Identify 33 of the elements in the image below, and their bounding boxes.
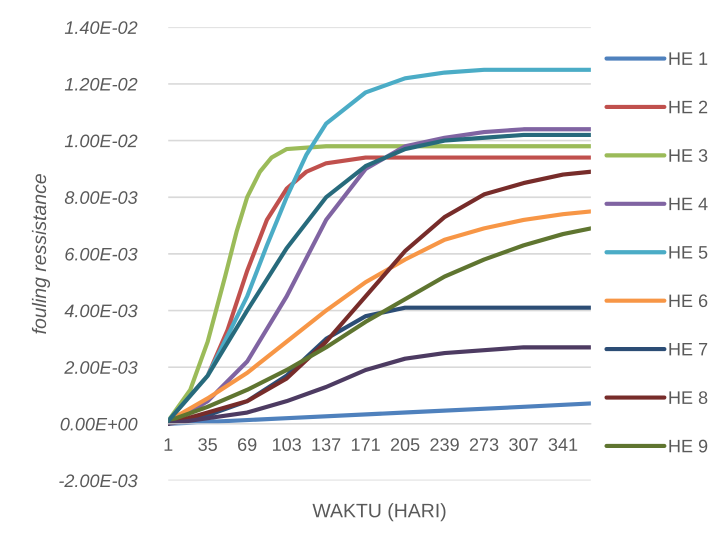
x-tick-label: 137 [312,438,340,451]
x-tick-label: 103 [272,438,301,451]
y-tick-label: 1.40E-02 [64,21,138,34]
legend-label: HE 7 [669,342,708,356]
legend-label: HE 3 [669,149,708,162]
x-tick-label: 273 [470,438,498,451]
y-tick-label: 6.00E-03 [65,248,138,261]
y-tick-label: 2.00E-03 [64,361,138,374]
x-tick-label: 1 [164,438,172,451]
legend-label: HE 2 [669,100,708,114]
legend-label: HE 1 [669,52,708,65]
x-tick-label: 35 [198,438,217,451]
legend-label: HE 9 [669,440,708,452]
x-tick-label: 205 [390,438,420,451]
x-tick-label: 341 [548,438,578,451]
legend-label: HE 6 [669,294,708,308]
line-series [168,401,591,426]
line-series [168,345,591,426]
y-tick-label: -2.00E-03 [59,474,138,488]
y-tick-label: 8.00E-03 [64,191,138,204]
y-tick-label: 1.20E-02 [64,78,138,91]
legend-label: HE 4 [669,198,708,210]
y-axis-title: fouling ressistance [32,174,50,334]
x-axis-title: WAKTU (HARI) [312,503,446,522]
legend-label: HE 8 [669,391,708,404]
x-tick-label: 171 [352,438,380,451]
y-tick-label: 4.00E-03 [64,304,138,318]
y-tick-label: 0.00E+00 [60,418,138,431]
x-tick-label: 307 [509,438,538,451]
legend-label: HE 5 [669,246,708,259]
y-tick-label: 1.00E-02 [64,134,138,148]
x-tick-label: 69 [238,438,256,451]
x-tick-label: 239 [430,438,459,451]
